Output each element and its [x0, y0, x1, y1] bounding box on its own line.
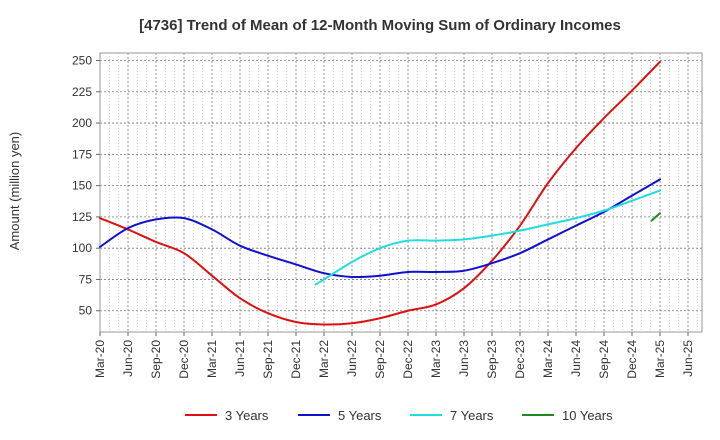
- legend-label: 5 Years: [338, 408, 382, 423]
- x-tick-label: Jun-24: [569, 340, 583, 377]
- legend-label: 3 Years: [225, 408, 269, 423]
- x-tick-label: Sep-22: [373, 340, 387, 379]
- x-tick-label: Jun-25: [681, 340, 695, 377]
- series-line-5-years: [99, 178, 661, 279]
- x-tick-label: Dec-23: [513, 340, 527, 379]
- series-lines: [99, 60, 661, 326]
- legend: 3 Years 5 Years 7 Years 10 Years: [185, 408, 613, 423]
- x-tick-label: Sep-20: [149, 340, 163, 379]
- y-tick-label: 50: [79, 304, 93, 318]
- x-tick-label: Mar-22: [317, 340, 331, 378]
- x-tick-label: Jun-20: [121, 340, 135, 377]
- chart-title: [4736] Trend of Mean of 12-Month Moving …: [139, 17, 621, 34]
- x-tick-label: Mar-24: [541, 340, 555, 378]
- x-tick-label: Mar-23: [429, 340, 443, 378]
- x-tick-label: Jun-21: [233, 340, 247, 377]
- grid: [99, 53, 702, 332]
- x-tick-label: Dec-24: [625, 340, 639, 379]
- legend-label: 7 Years: [450, 408, 494, 423]
- y-tick-label: 175: [72, 147, 92, 161]
- plot-area: [99, 52, 703, 333]
- series-line-3-years: [99, 60, 661, 326]
- series-line-10-years: [650, 212, 661, 222]
- x-tick-label: Jun-22: [345, 340, 359, 377]
- series-line-7-years: [314, 189, 661, 286]
- y-tick-label: 250: [72, 54, 92, 68]
- y-tick-label: 225: [72, 85, 92, 99]
- y-tick-label: 150: [72, 179, 92, 193]
- x-axis: Mar-20 Jun-20 Sep-20 Dec-20 Mar-21 Jun-21 Sep-…: [93, 332, 695, 379]
- y-tick-label: 200: [72, 116, 92, 130]
- x-tick-label: Mar-20: [93, 340, 107, 378]
- y-tick-label: 125: [72, 210, 92, 224]
- x-tick-label: Dec-20: [177, 340, 191, 379]
- x-tick-label: Jun-23: [457, 340, 471, 377]
- y-tick-label: 100: [72, 241, 92, 255]
- y-axis: 50 75 100 125 150 175 200 225 250: [72, 54, 100, 318]
- x-tick-label: Sep-24: [597, 340, 611, 379]
- x-tick-label: Sep-23: [485, 340, 499, 379]
- x-tick-label: Dec-21: [289, 340, 303, 379]
- y-axis-label: Amount (million yen): [7, 132, 22, 251]
- x-tick-label: Mar-25: [653, 340, 667, 378]
- x-tick-label: Sep-21: [261, 340, 275, 379]
- x-tick-label: Mar-21: [205, 340, 219, 378]
- x-tick-label: Dec-22: [401, 340, 415, 379]
- legend-label: 10 Years: [562, 408, 613, 423]
- y-tick-label: 75: [79, 272, 93, 286]
